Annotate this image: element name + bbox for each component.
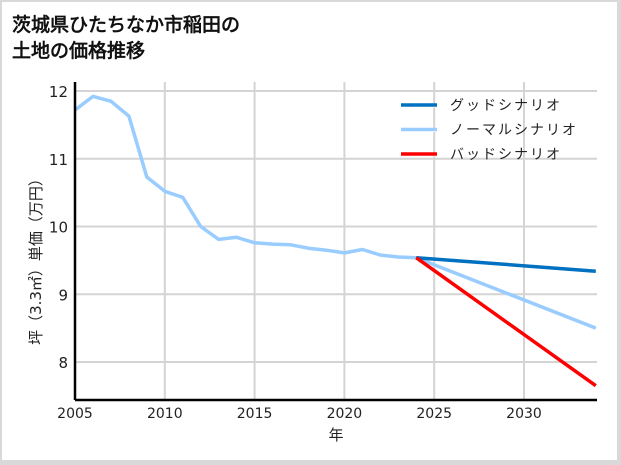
axes (73, 82, 597, 402)
series-lines (73, 94, 597, 388)
x-tick-label: 2020 (327, 406, 363, 422)
y-tick-label: 10 (49, 219, 68, 237)
x-axis-label: 年 (328, 426, 343, 444)
y-tick-label: 12 (49, 83, 68, 101)
chart-title-line-2: 土地の価格推移 (12, 40, 146, 62)
x-tick-label: 2010 (147, 406, 183, 422)
y-tick-label: 8 (58, 354, 68, 372)
chart-title: 茨城県ひたちなか市稲田の 土地の価格推移 (12, 12, 240, 64)
x-tick-label: 2030 (506, 406, 542, 422)
x-tick-label: 2005 (57, 406, 93, 422)
series-line (73, 94, 597, 330)
chart-title-line-1: 茨城県ひたちなか市稲田の (12, 14, 241, 36)
chart-frame (2, 2, 617, 460)
legend-label: グッドシナリオ (450, 98, 562, 114)
y-tick-label: 11 (49, 151, 68, 169)
y-tick-label: 9 (58, 286, 68, 304)
series-line (415, 256, 597, 388)
x-tick-label: 2015 (237, 406, 273, 422)
legend-label: バッドシナリオ (450, 147, 562, 163)
series-line (416, 255, 596, 273)
y-axis-label: 坪（3.3㎡）単価（万円） (27, 171, 45, 345)
legend-label: ノーマルシナリオ (450, 123, 578, 139)
x-tick-label: 2025 (416, 406, 452, 422)
tick-labels: 8 9 10 11 12 2005 2010 2015 2020 2025 2030 (49, 83, 542, 422)
